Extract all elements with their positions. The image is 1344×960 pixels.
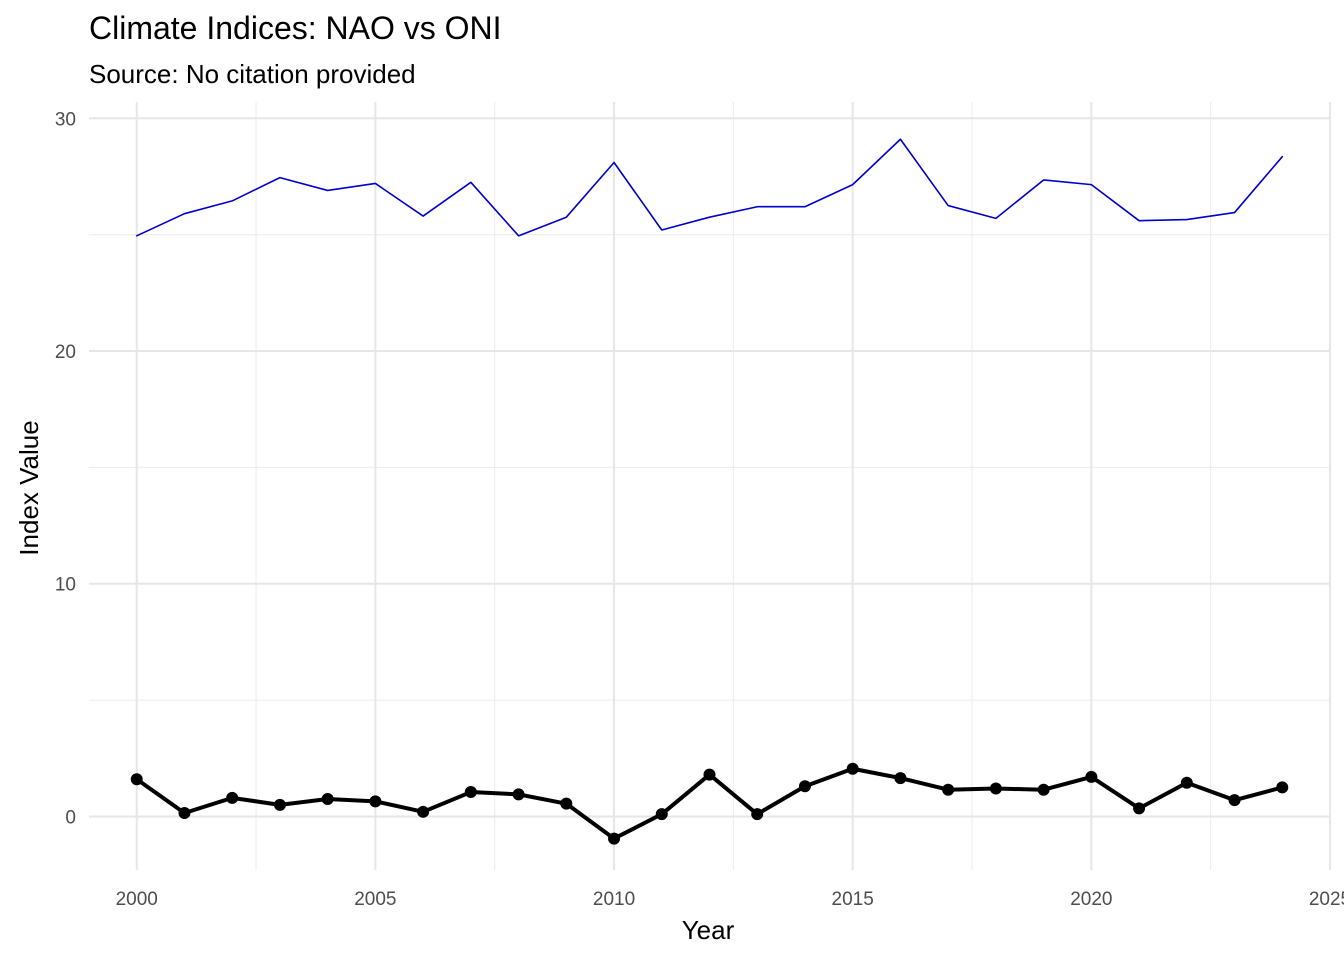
x-axis-title: Year: [682, 915, 735, 945]
data-point: [1180, 776, 1193, 789]
x-tick-label: 2025: [1309, 889, 1344, 910]
data-point: [321, 793, 334, 806]
data-point: [273, 798, 286, 811]
data-point: [226, 791, 239, 804]
tick-labels: 2000 2005 2010 2015 2020 2025 0 10 20 30: [55, 109, 1344, 910]
series-line-1: [135, 138, 1284, 237]
data-point: [894, 772, 907, 785]
data-point: [751, 808, 764, 821]
data-point: [464, 786, 477, 799]
data-point: [942, 783, 955, 796]
chart-subtitle: Source: No citation provided: [89, 59, 416, 89]
y-tick-label: 0: [65, 807, 76, 828]
data-point: [130, 773, 143, 786]
data-point: [560, 797, 573, 810]
data-point: [369, 795, 382, 808]
data-point: [846, 762, 859, 775]
data-point: [703, 768, 716, 781]
minor-gridlines: [89, 102, 1330, 870]
chart-title: Climate Indices: NAO vs ONI: [89, 10, 502, 46]
x-tick-label: 2020: [1070, 889, 1112, 910]
x-tick-label: 2000: [116, 889, 158, 910]
data-point: [798, 780, 811, 793]
x-tick-label: 2005: [354, 889, 396, 910]
data-point: [608, 832, 621, 845]
series-layer: [130, 138, 1289, 845]
data-point: [417, 805, 430, 818]
data-point: [655, 808, 668, 821]
y-tick-label: 30: [55, 109, 76, 130]
data-point: [512, 788, 525, 801]
x-tick-label: 2015: [832, 889, 874, 910]
data-point: [1085, 770, 1098, 783]
y-axis-title: Index Value: [14, 420, 44, 555]
data-point: [989, 782, 1002, 795]
y-tick-label: 10: [55, 575, 76, 596]
data-point: [1133, 802, 1146, 815]
major-gridlines: [89, 102, 1331, 870]
data-point: [1228, 794, 1241, 807]
y-tick-label: 20: [55, 342, 76, 363]
data-point: [178, 806, 191, 819]
data-point: [1037, 783, 1050, 796]
x-tick-label: 2010: [593, 889, 635, 910]
data-point: [1276, 781, 1289, 794]
